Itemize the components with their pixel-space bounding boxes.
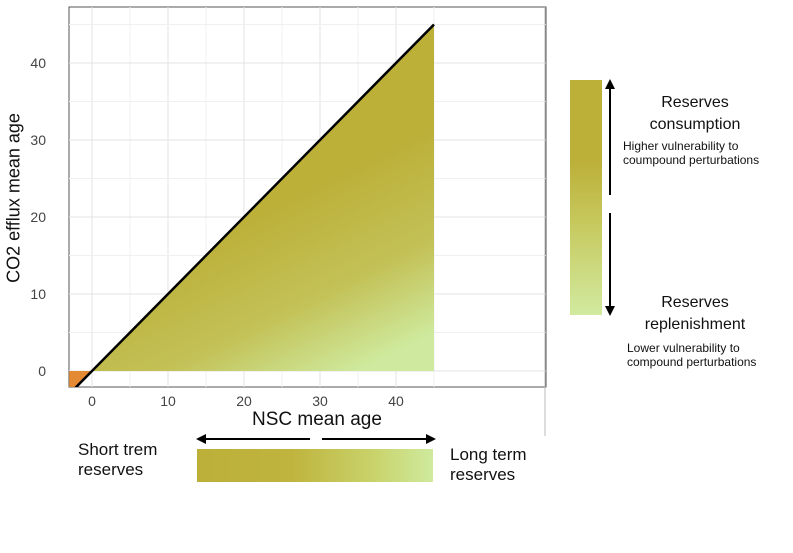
y-tick-label: 40 [30,55,46,71]
replenishment-subtitle: Lower vulnerability to compound perturba… [627,341,757,369]
y-tick-label: 0 [38,363,46,379]
x-axis-label: NSC mean age [252,409,382,430]
arrow-left-head [196,434,206,444]
arrow-right-head [426,434,436,444]
arrow-up-head [605,79,615,89]
arrow-down-head [605,306,615,316]
long-term-label: Long term reserves [450,445,527,484]
x-tick-label: 10 [160,393,176,409]
y-tick-label: 30 [30,132,46,148]
x-tick-label: 40 [388,393,404,409]
horizontal-gradient-bar [197,449,433,482]
identity-line [74,23,435,387]
consumption-subtitle: Higher vulnerability to coumpound pertur… [623,139,760,167]
y-tick-label: 20 [30,209,46,225]
short-term-label: Short trem reserves [78,440,158,479]
consumption-title: Reserves consumption [649,94,741,133]
fill-layer [69,23,435,387]
replenishment-title: Reserves replenishment [644,294,746,333]
x-tick-label: 30 [312,393,328,409]
y-tick-label: 10 [30,286,46,302]
y-axis-label: CO2 efflux mean age [3,113,24,283]
ticks: 0 10 20 30 40 0 10 20 30 40 [30,55,404,409]
vertical-gradient-bar [570,80,602,315]
x-tick-label: 20 [236,393,252,409]
x-tick-label: 0 [88,393,96,409]
